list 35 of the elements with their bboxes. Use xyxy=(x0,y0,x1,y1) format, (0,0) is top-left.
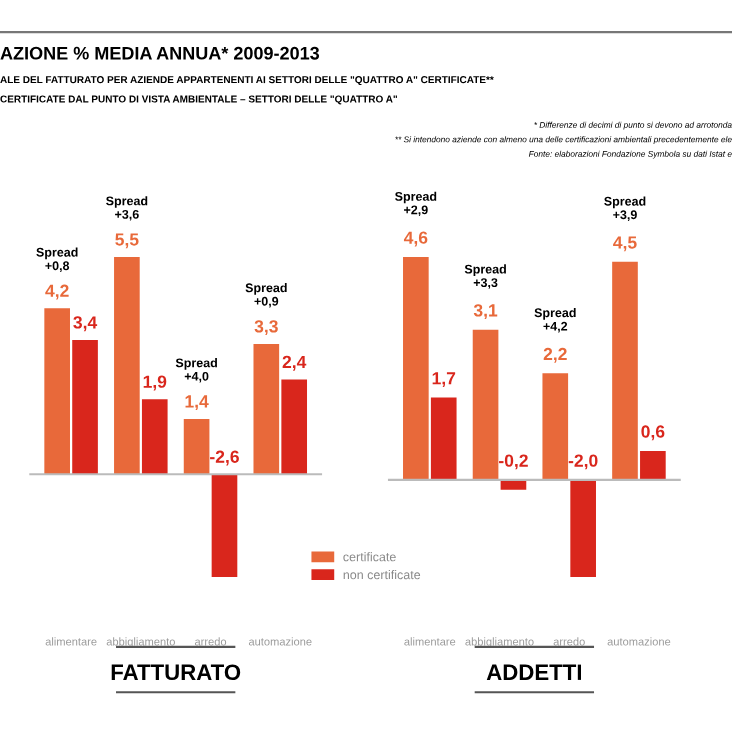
data-label: -2,0 xyxy=(568,454,598,470)
bar xyxy=(141,399,168,475)
bar xyxy=(403,257,429,480)
bar xyxy=(114,257,140,475)
data-label: 4,2 xyxy=(45,284,69,300)
data-label: 4,5 xyxy=(613,236,637,252)
data-label: 1,7 xyxy=(432,372,456,387)
data-label: 2,2 xyxy=(543,347,567,363)
data-label: 1,9 xyxy=(143,375,167,391)
data-label: -0,2 xyxy=(499,454,528,470)
data-label: 4,6 xyxy=(403,231,428,247)
data-label: 3,3 xyxy=(254,320,278,336)
bar xyxy=(612,261,638,480)
data-label: 0,6 xyxy=(641,425,665,441)
bar xyxy=(183,418,210,475)
bar xyxy=(472,329,499,480)
data-label: 1,4 xyxy=(185,395,209,411)
bar xyxy=(72,339,98,475)
data-label: 5,5 xyxy=(115,233,139,249)
text: ADDETTI xyxy=(486,664,582,680)
bar xyxy=(44,308,70,475)
bar xyxy=(430,397,457,480)
bar xyxy=(570,479,596,577)
data-label: -2,6 xyxy=(210,450,239,466)
bar xyxy=(640,450,666,480)
bar xyxy=(253,343,280,475)
data-label: 3,4 xyxy=(73,316,98,332)
bar xyxy=(500,479,527,490)
bar xyxy=(281,379,308,475)
bar xyxy=(211,474,238,577)
data-label: 2,4 xyxy=(282,355,307,371)
text: FATTURATO xyxy=(111,664,241,681)
text: AZIONE % MEDIA ANNUA* 2009-2013 xyxy=(0,46,320,60)
data-label: 3,1 xyxy=(473,304,498,320)
bar xyxy=(542,373,569,480)
